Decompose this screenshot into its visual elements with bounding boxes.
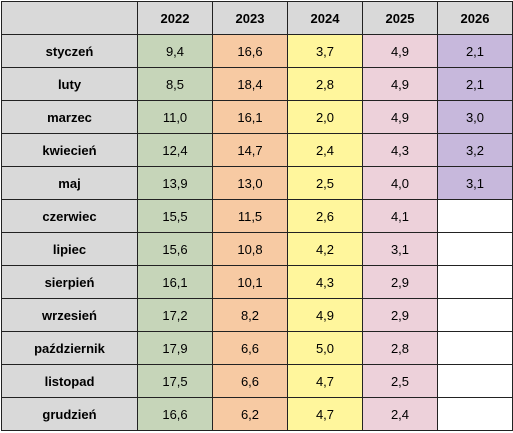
value-cell: 4,2 (287, 232, 363, 266)
month-label: luty (1, 67, 138, 101)
value-cell: 3,7 (287, 34, 363, 68)
table-row: czerwiec 15,5 11,5 2,6 4,1 (1, 199, 513, 233)
value-cell: 11,0 (137, 100, 213, 134)
month-label: kwiecień (1, 133, 138, 167)
value-cell: 4,9 (362, 67, 438, 101)
empty-cell (437, 232, 513, 266)
value-cell: 18,4 (212, 67, 288, 101)
value-cell: 3,0 (437, 100, 513, 134)
month-label: wrzesień (1, 298, 138, 332)
value-cell: 2,9 (362, 298, 438, 332)
value-cell: 16,6 (212, 34, 288, 68)
value-cell: 6,6 (212, 364, 288, 398)
month-label: marzec (1, 100, 138, 134)
value-cell: 13,9 (137, 166, 213, 200)
month-label: grudzień (1, 397, 138, 431)
value-cell: 11,5 (212, 199, 288, 233)
year-header: 2022 (137, 1, 213, 35)
value-cell: 2,9 (362, 265, 438, 299)
value-cell: 13,0 (212, 166, 288, 200)
value-cell: 2,6 (287, 199, 363, 233)
value-cell: 5,0 (287, 331, 363, 365)
value-cell: 3,1 (437, 166, 513, 200)
value-cell: 8,2 (212, 298, 288, 332)
value-cell: 17,5 (137, 364, 213, 398)
month-label: styczeń (1, 34, 138, 68)
table-body: styczeń 9,4 16,6 3,7 4,9 2,1 luty 8,5 18,4 2,8 4,9… (1, 34, 513, 431)
month-label: sierpień (1, 265, 138, 299)
value-cell: 10,8 (212, 232, 288, 266)
value-cell: 6,2 (212, 397, 288, 431)
value-cell: 4,1 (362, 199, 438, 233)
empty-cell (437, 364, 513, 398)
value-cell: 16,6 (137, 397, 213, 431)
value-cell: 15,5 (137, 199, 213, 233)
value-cell: 4,3 (287, 265, 363, 299)
value-cell: 4,0 (362, 166, 438, 200)
empty-cell (437, 331, 513, 365)
table-row: sierpień 16,1 10,1 4,3 2,9 (1, 265, 513, 299)
value-cell: 15,6 (137, 232, 213, 266)
value-cell: 17,9 (137, 331, 213, 365)
table-row: styczeń 9,4 16,6 3,7 4,9 2,1 (1, 34, 513, 68)
table-row: kwiecień 12,4 14,7 2,4 4,3 3,2 (1, 133, 513, 167)
value-cell: 2,1 (437, 34, 513, 68)
value-cell: 6,6 (212, 331, 288, 365)
value-cell: 2,5 (287, 166, 363, 200)
value-cell: 3,1 (362, 232, 438, 266)
month-label: maj (1, 166, 138, 200)
table-row: marzec 11,0 16,1 2,0 4,9 3,0 (1, 100, 513, 134)
value-cell: 16,1 (212, 100, 288, 134)
value-cell: 2,4 (287, 133, 363, 167)
value-cell: 16,1 (137, 265, 213, 299)
year-header: 2025 (362, 1, 438, 35)
year-header: 2024 (287, 1, 363, 35)
corner-cell (1, 1, 138, 35)
value-cell: 10,1 (212, 265, 288, 299)
value-cell: 2,4 (362, 397, 438, 431)
value-cell: 4,9 (362, 34, 438, 68)
value-cell: 12,4 (137, 133, 213, 167)
value-cell: 2,1 (437, 67, 513, 101)
table-row: październik 17,9 6,6 5,0 2,8 (1, 331, 513, 365)
value-cell: 4,3 (362, 133, 438, 167)
value-cell: 2,8 (362, 331, 438, 365)
table-row: maj 13,9 13,0 2,5 4,0 3,1 (1, 166, 513, 200)
header-row: 2022 2023 2024 2025 2026 (1, 1, 513, 35)
value-cell: 4,9 (287, 298, 363, 332)
year-header: 2023 (212, 1, 288, 35)
empty-cell (437, 199, 513, 233)
month-label: listopad (1, 364, 138, 398)
table-row: listopad 17,5 6,6 4,7 2,5 (1, 364, 513, 398)
value-cell: 8,5 (137, 67, 213, 101)
table-row: luty 8,5 18,4 2,8 4,9 2,1 (1, 67, 513, 101)
value-cell: 4,7 (287, 364, 363, 398)
value-cell: 4,9 (362, 100, 438, 134)
value-cell: 4,7 (287, 397, 363, 431)
table-row: wrzesień 17,2 8,2 4,9 2,9 (1, 298, 513, 332)
empty-cell (437, 397, 513, 431)
month-label: czerwiec (1, 199, 138, 233)
value-cell: 14,7 (212, 133, 288, 167)
table-row: lipiec 15,6 10,8 4,2 3,1 (1, 232, 513, 266)
empty-cell (437, 298, 513, 332)
value-cell: 17,2 (137, 298, 213, 332)
table-row: grudzień 16,6 6,2 4,7 2,4 (1, 397, 513, 431)
value-cell: 2,0 (287, 100, 363, 134)
value-cell: 2,5 (362, 364, 438, 398)
value-cell: 2,8 (287, 67, 363, 101)
value-cell: 3,2 (437, 133, 513, 167)
value-cell: 9,4 (137, 34, 213, 68)
month-label: lipiec (1, 232, 138, 266)
empty-cell (437, 265, 513, 299)
month-label: październik (1, 331, 138, 365)
year-header: 2026 (437, 1, 513, 35)
table-header: 2022 2023 2024 2025 2026 (1, 1, 513, 35)
